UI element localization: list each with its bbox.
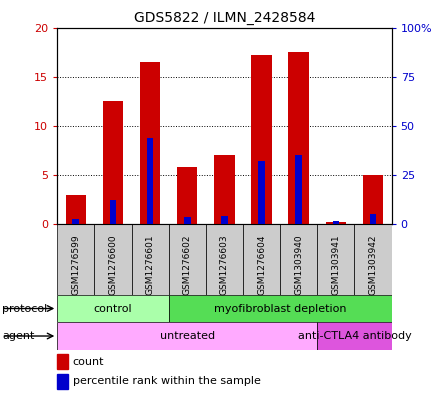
Bar: [103, 101, 123, 224]
Bar: [94, 224, 132, 295]
Bar: [251, 55, 272, 224]
Bar: [57, 224, 94, 295]
Text: GSM1276602: GSM1276602: [183, 235, 192, 295]
Bar: [214, 155, 235, 224]
Bar: [333, 221, 339, 224]
Bar: [295, 155, 302, 224]
Bar: [317, 224, 355, 295]
Bar: [317, 322, 392, 350]
Bar: [289, 52, 309, 224]
Bar: [73, 219, 79, 224]
Text: GSM1276599: GSM1276599: [71, 235, 80, 295]
Text: count: count: [73, 357, 104, 367]
Bar: [110, 200, 116, 224]
Text: GSM1276604: GSM1276604: [257, 235, 266, 295]
Bar: [370, 214, 376, 224]
Bar: [140, 62, 160, 224]
Text: GSM1276600: GSM1276600: [108, 235, 117, 295]
Bar: [355, 224, 392, 295]
Text: untreated: untreated: [160, 331, 215, 341]
Bar: [169, 224, 206, 295]
Bar: [221, 216, 228, 224]
Text: GSM1276603: GSM1276603: [220, 235, 229, 295]
Bar: [258, 161, 265, 224]
Title: GDS5822 / ILMN_2428584: GDS5822 / ILMN_2428584: [134, 11, 315, 25]
Bar: [66, 195, 86, 224]
Bar: [169, 295, 392, 322]
Bar: [243, 224, 280, 295]
Bar: [57, 295, 169, 322]
Bar: [184, 217, 191, 224]
Bar: [206, 224, 243, 295]
Text: myofibroblast depletion: myofibroblast depletion: [214, 303, 346, 314]
Text: control: control: [94, 303, 132, 314]
Text: GSM1276601: GSM1276601: [146, 235, 154, 295]
Text: anti-CTLA4 antibody: anti-CTLA4 antibody: [297, 331, 411, 341]
Bar: [57, 322, 317, 350]
Bar: [363, 175, 383, 224]
Text: agent: agent: [2, 331, 35, 341]
Bar: [326, 222, 346, 224]
Bar: [280, 224, 317, 295]
Text: GSM1303942: GSM1303942: [369, 235, 378, 295]
Bar: [177, 167, 198, 224]
Text: GSM1303940: GSM1303940: [294, 235, 303, 295]
Bar: [147, 138, 154, 224]
Bar: [132, 224, 169, 295]
Text: percentile rank within the sample: percentile rank within the sample: [73, 376, 260, 386]
Text: GSM1303941: GSM1303941: [331, 235, 341, 295]
Bar: [57, 373, 68, 389]
Bar: [57, 354, 68, 369]
Text: protocol: protocol: [2, 303, 48, 314]
